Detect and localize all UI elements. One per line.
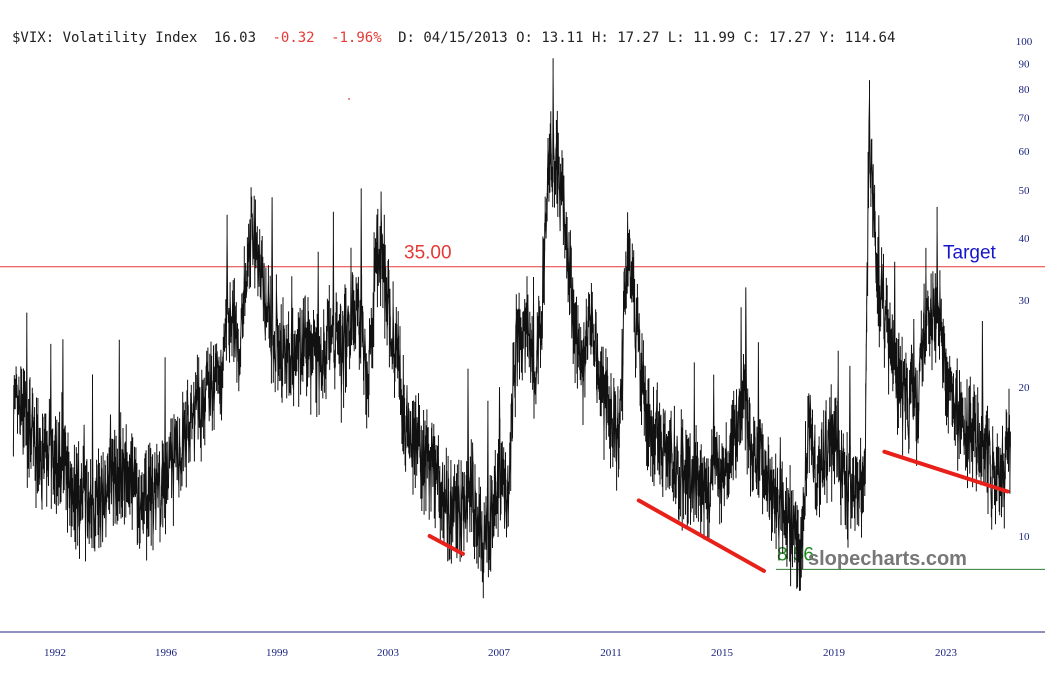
x-tick-label: 2019 [823,647,846,659]
y-tick-label: 60 [1019,146,1031,158]
y-tick-label: 50 [1019,185,1031,197]
header-change-pct: -1.96% [331,30,382,46]
x-tick-label: 2023 [935,647,958,659]
trendline [427,534,465,556]
x-tick-label: 1992 [44,647,66,659]
header-last: 16.03 [214,30,256,46]
trendline [882,449,1010,494]
header-ohlc: D: 04/15/2013 O: 13.11 H: 17.27 L: 11.99… [398,30,895,46]
level-label: 35.00 [404,243,452,264]
x-tick-label: 2015 [711,647,734,659]
y-tick-label: 20 [1019,382,1031,394]
y-axis: 10 20 30 40 50 60 70 80 90 100 [1016,36,1033,543]
x-tick-label: 2011 [600,647,622,659]
x-tick-label: 2003 [377,647,400,659]
levels: 35.00 Target 8.56 [0,243,1045,570]
level-label: 8.56 [777,544,814,565]
x-axis: 1992 1996 1999 2003 2007 2011 2015 2019 2023 [0,631,1045,659]
x-tick-label: 2007 [488,647,511,659]
watermark: slopecharts.com [808,548,967,570]
trendline [636,498,766,573]
y-tick-label: 10 [1019,531,1031,543]
y-tick-label: 30 [1019,295,1031,307]
header-change: -0.32 [272,30,314,46]
y-tick-label: 100 [1016,36,1033,48]
level-tag: Target [943,243,997,264]
header-symbol: $VIX: Volatility Index [12,30,197,46]
x-tick-label: 1996 [155,647,178,659]
price-series [12,58,1011,599]
y-tick-label: 70 [1019,113,1031,125]
price-line [12,58,1011,599]
x-tick-label: 1999 [266,647,289,659]
trendlines [427,449,1010,573]
stray-dot [348,98,350,100]
chart-header: $VIX: Volatility Index 16.03 -0.32 -1.96… [12,30,895,46]
y-tick-label: 40 [1019,233,1031,245]
y-tick-label: 90 [1019,59,1031,71]
y-tick-label: 80 [1019,84,1031,96]
